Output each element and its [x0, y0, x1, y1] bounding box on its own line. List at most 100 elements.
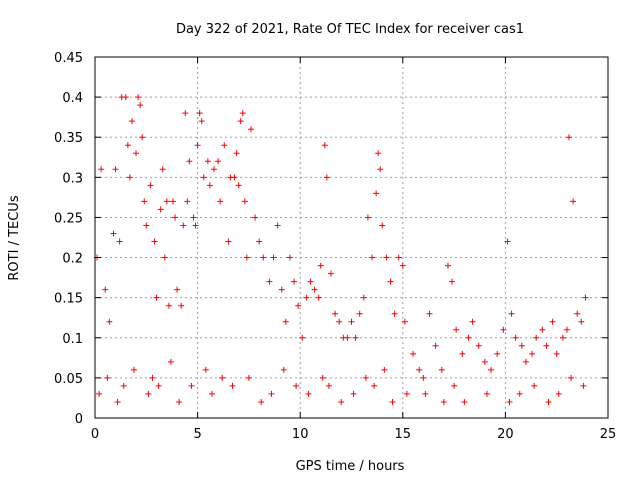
- data-point: [500, 326, 507, 333]
- data-point: [315, 294, 322, 301]
- data-point: [307, 278, 314, 285]
- data-point: [126, 174, 133, 181]
- data-point: [303, 294, 310, 301]
- data-point: [112, 166, 119, 173]
- data-point: [98, 166, 105, 173]
- data-point: [116, 238, 123, 245]
- data-point: [106, 318, 113, 325]
- y-tick-label: 0.2: [62, 252, 83, 267]
- data-point: [274, 222, 281, 229]
- x-tick-label: 15: [395, 427, 412, 442]
- data-points: [94, 94, 589, 405]
- data-point: [438, 366, 445, 373]
- data-point: [282, 318, 289, 325]
- data-point: [174, 286, 181, 293]
- data-point: [219, 374, 226, 381]
- data-point: [387, 278, 394, 285]
- data-point: [169, 198, 176, 205]
- data-point: [344, 334, 351, 341]
- data-point: [453, 326, 460, 333]
- data-point: [225, 238, 232, 245]
- data-point: [533, 334, 540, 341]
- y-tick-label: 0.1: [62, 332, 83, 347]
- data-point: [102, 286, 109, 293]
- data-point: [512, 334, 519, 341]
- y-tick-label: 0.25: [54, 211, 83, 226]
- data-point: [161, 254, 168, 261]
- data-point: [211, 166, 218, 173]
- data-point: [338, 398, 345, 405]
- data-point: [172, 214, 179, 221]
- data-point: [235, 182, 242, 189]
- data-point: [149, 374, 156, 381]
- data-point: [364, 214, 371, 221]
- data-point: [543, 342, 550, 349]
- data-point: [208, 390, 215, 397]
- data-point: [416, 366, 423, 373]
- data-point: [137, 102, 144, 109]
- y-tick-label: 0: [75, 412, 83, 427]
- data-point: [449, 278, 456, 285]
- data-point: [545, 398, 552, 405]
- data-point: [559, 334, 566, 341]
- data-point: [286, 254, 293, 261]
- data-point: [278, 286, 285, 293]
- data-point: [578, 318, 585, 325]
- y-tick-label: 0.4: [62, 91, 83, 106]
- plot-frame: [94, 56, 609, 419]
- data-point: [389, 398, 396, 405]
- y-tick-label: 0.3: [62, 171, 83, 186]
- data-point: [266, 278, 273, 285]
- data-point: [268, 390, 275, 397]
- data-point: [151, 238, 158, 245]
- data-point: [194, 142, 201, 149]
- data-point: [327, 270, 334, 277]
- data-point: [114, 398, 121, 405]
- data-point: [522, 358, 529, 365]
- data-point: [128, 118, 135, 125]
- data-point: [200, 174, 207, 181]
- data-point: [245, 374, 252, 381]
- data-point: [531, 382, 538, 389]
- data-point: [190, 214, 197, 221]
- data-point: [506, 398, 513, 405]
- data-point: [157, 206, 164, 213]
- data-point: [377, 166, 384, 173]
- data-point: [110, 230, 117, 237]
- data-point: [518, 342, 525, 349]
- data-point: [371, 382, 378, 389]
- data-point: [461, 398, 468, 405]
- data-point: [202, 366, 209, 373]
- data-point: [133, 150, 140, 157]
- data-point: [145, 390, 152, 397]
- data-point: [483, 390, 490, 397]
- data-point: [217, 198, 224, 205]
- data-point: [401, 318, 408, 325]
- data-point: [188, 382, 195, 389]
- x-tick-label: 20: [497, 427, 514, 442]
- grid-lines: [95, 57, 608, 418]
- data-point: [582, 294, 589, 301]
- data-point: [252, 214, 259, 221]
- data-point: [375, 150, 382, 157]
- data-point: [239, 110, 246, 117]
- y-tick-label: 0.15: [54, 292, 83, 307]
- chart-title: Day 322 of 2021, Rate Of TEC Index for r…: [176, 22, 524, 37]
- data-point: [352, 334, 359, 341]
- data-point: [295, 302, 302, 309]
- data-point: [383, 254, 390, 261]
- data-point: [184, 198, 191, 205]
- data-point: [399, 262, 406, 269]
- data-point: [516, 390, 523, 397]
- x-axis-ticks: 0 5 10 15 20 25: [91, 57, 616, 442]
- data-point: [147, 182, 154, 189]
- data-point: [186, 158, 193, 165]
- data-point: [410, 350, 417, 357]
- data-point: [196, 110, 203, 117]
- data-point: [204, 158, 211, 165]
- data-point: [475, 342, 482, 349]
- data-point: [122, 94, 129, 101]
- data-point: [362, 374, 369, 381]
